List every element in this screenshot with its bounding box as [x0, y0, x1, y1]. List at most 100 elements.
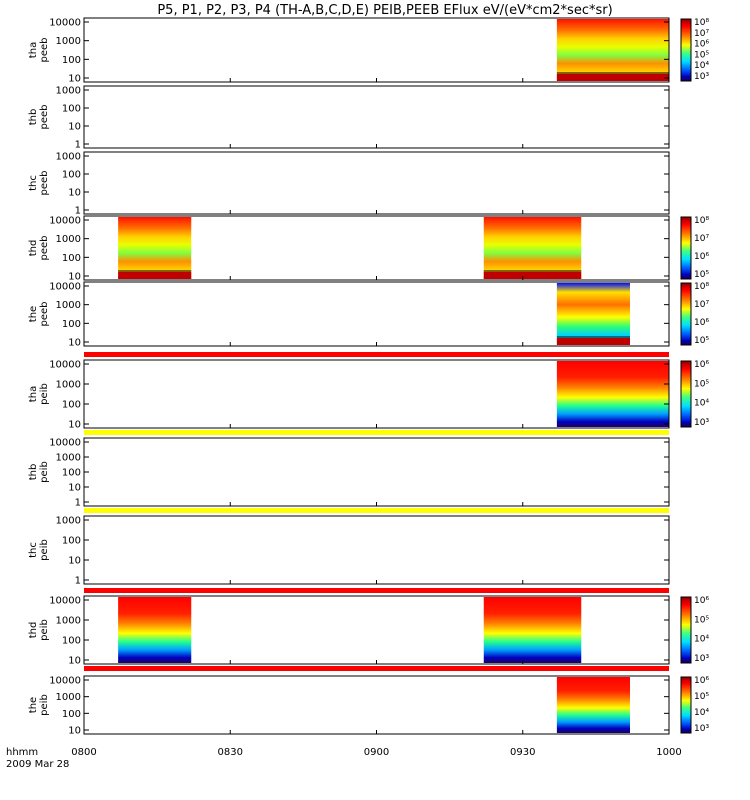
status-bar-5 [84, 666, 669, 671]
colorbar-tick-label: 10⁵ [694, 50, 709, 60]
panel-thc-peib: thcpeib 1000 100 10 1 [28, 515, 670, 587]
baseline-band [556, 338, 630, 345]
baseline-band [483, 272, 582, 279]
y-axis-label: thapeib [28, 383, 50, 405]
spectrogram-block [556, 19, 669, 81]
y-tick-label: 1 [75, 498, 81, 509]
probe-label: thd [28, 240, 39, 257]
y-tick-label: 10 [68, 74, 81, 85]
y-tick-label: 100 [62, 400, 81, 411]
y-tick-label: 10 [68, 556, 81, 567]
baseline-band [118, 272, 192, 279]
colorbar-tick-label: 10⁴ [694, 61, 709, 71]
colorbar-tick-label: 10⁸ [694, 282, 709, 292]
x-tick-label: 0900 [364, 747, 389, 758]
colorbar-tick-label: 10⁷ [694, 300, 709, 310]
y-axis-label: thapeeb [28, 38, 50, 63]
instrument-label: peeb [39, 236, 50, 261]
colorbar-tick-label: 10⁵ [694, 336, 709, 346]
colorbar [680, 18, 692, 82]
panel-frame [83, 151, 670, 215]
colorbar-tick-label: 10³ [694, 72, 709, 82]
colorbar [680, 360, 692, 428]
y-tick-label: 1000 [56, 36, 81, 47]
baseline-band [556, 74, 669, 81]
x-axis-label: hhmm [6, 747, 38, 758]
y-tick-label: 10 [68, 188, 81, 199]
y-axis-label: thcpeib [28, 539, 50, 561]
x-tick-label: 0830 [218, 747, 243, 758]
y-tick-label: 1000 [56, 86, 81, 97]
y-axis-label: thepeib [28, 694, 50, 716]
status-bar-3 [84, 508, 669, 513]
panel-thd-peeb: thdpeeb 10000 1000 100 10 10⁸ 10⁷ 10⁶ 10⁵ [28, 215, 709, 283]
spectrogram-block [483, 597, 582, 663]
y-tick-label: 10 [68, 483, 81, 494]
y-axis-label: thdpeeb [28, 236, 50, 261]
y-axis-label: thdpeib [28, 619, 50, 641]
colorbar-tick-label: 10⁶ [694, 40, 709, 50]
probe-label: thb [28, 109, 39, 126]
instrument-label: peib [39, 383, 50, 405]
y-tick-label: 10 [68, 656, 81, 667]
y-tick-label: 1 [75, 140, 81, 151]
panels-group: thapeeb1000010001001010⁸10⁷10⁶10⁵10⁴10³t… [28, 17, 709, 737]
y-tick-label: 10 [68, 272, 81, 283]
spectrogram-block [483, 217, 582, 279]
x-tick-label: 1000 [656, 747, 681, 758]
panel-thb-peeb: thbpeeb 1000 100 10 1 [28, 85, 670, 151]
probe-label: thc [28, 175, 39, 191]
x-tick-label: 0930 [510, 747, 535, 758]
colorbar-tick-label: 10⁵ [694, 379, 709, 389]
colorbar-tick-label: 10³ [694, 724, 709, 734]
spectrogram-block [556, 677, 630, 733]
y-tick-label: 1000 [56, 380, 81, 391]
probe-label: thb [28, 464, 39, 481]
colorbar-tick-label: 10⁷ [694, 234, 709, 244]
panel-the-peeb: thepeeb 10000 1000 100 10 10⁸ 10⁷ 10⁶ 10⁵ [28, 281, 709, 349]
colorbar [680, 282, 692, 346]
x-tick-labels: 0800 0830 0900 0930 1000 [71, 747, 681, 758]
y-tick-label: 100 [62, 253, 81, 264]
y-tick-label: 10 [68, 726, 81, 737]
y-tick-label: 100 [62, 55, 81, 66]
instrument-label: peeb [39, 38, 50, 63]
colorbar-tick-label: 10³ [694, 418, 709, 428]
panel-frame [83, 437, 670, 507]
spectrogram-block [118, 217, 192, 279]
colorbar-tick-label: 10³ [694, 654, 709, 664]
colorbar-tick-label: 10⁶ [694, 596, 709, 606]
y-tick-label: 10000 [49, 360, 81, 371]
spectrogram-block [118, 597, 192, 663]
instrument-label: peeb [39, 171, 50, 196]
y-tick-label: 1 [75, 576, 81, 587]
status-bar-2 [84, 430, 669, 435]
colorbar-tick-label: 10⁷ [694, 29, 709, 39]
colorbar [680, 596, 692, 664]
y-tick-label: 10000 [49, 438, 81, 449]
colorbar-tick-label: 10⁴ [694, 708, 709, 718]
panel-thd-peib: thdpeib 10000 1000 100 10 10⁶ 10⁵ 10⁴ 10³ [28, 595, 709, 667]
panel-thb-peib: thbpeib 10000 1000 100 10 1 [28, 437, 670, 509]
y-tick-label: 10000 [49, 596, 81, 607]
colorbar-tick-label: 10⁴ [694, 399, 709, 409]
probe-label: tha [28, 42, 39, 58]
y-tick-label: 10000 [49, 18, 81, 29]
colorbar-tick-label: 10⁶ [694, 318, 709, 328]
colorbar-tick-label: 10⁶ [694, 252, 709, 262]
colorbar [680, 676, 692, 734]
y-tick-label: 100 [62, 104, 81, 115]
status-bar-1 [84, 352, 669, 357]
y-tick-label: 100 [62, 468, 81, 479]
colorbar-tick-label: 10⁴ [694, 635, 709, 645]
figure-title: P5, P1, P2, P3, P4 (TH-A,B,C,D,E) PEIB,P… [157, 3, 612, 18]
time-axis: hhmm 2009 Mar 28 0800 0830 0900 0930 1000 [6, 747, 682, 770]
spectrogram-block [556, 283, 630, 345]
y-axis-label: thcpeeb [28, 171, 50, 196]
panel-frame [83, 85, 670, 149]
probe-label: tha [28, 386, 39, 402]
probe-label: the [28, 697, 39, 713]
date-label: 2009 Mar 28 [6, 759, 69, 770]
instrument-label: peib [39, 619, 50, 641]
